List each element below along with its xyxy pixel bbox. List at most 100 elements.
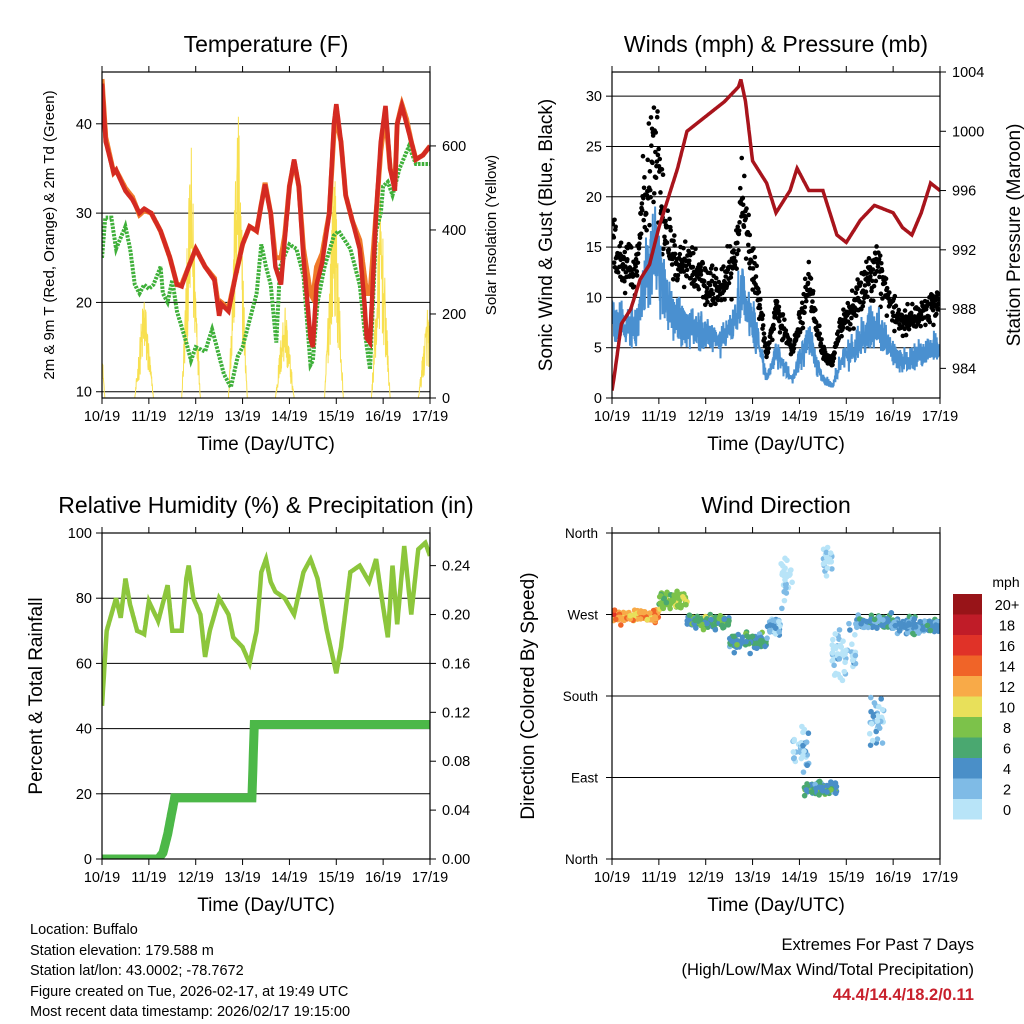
gust-point [746,212,751,218]
x-tick-label: 16/19 [365,409,401,425]
direction-point [683,601,689,608]
gust-point [776,304,782,310]
gust-point [642,175,647,180]
gust-point [936,292,940,297]
direction-panel: Wind Direction 10/19 11/19 12/19 13/19 14/19 1… [518,492,1020,916]
gust-point [936,302,940,307]
gust-point [780,312,786,317]
gust-point [767,340,772,346]
solar-insolation-line [102,116,430,398]
gust-point [851,326,856,331]
gust-point [797,315,802,321]
direction-point [874,736,881,742]
direction-point [832,631,839,637]
x-tick-label: 10/19 [84,870,120,886]
gust-point [635,251,641,257]
direction-point [841,668,848,675]
gust-point [651,191,657,196]
y2-tick-label: 992 [952,243,976,259]
gust-point [931,322,936,328]
direction-point [823,549,830,556]
legend-label: 2 [1003,783,1011,799]
gust-point [918,323,923,329]
x-tick-label: 17/19 [412,870,448,886]
y2-axis-label: Solar Insolation (Yellow) [483,155,500,315]
gust-point [766,346,772,351]
y-tick-label: East [571,771,598,786]
x-tick-label: 13/19 [224,870,260,886]
gust-point [675,276,680,282]
gust-point [641,217,647,223]
x-tick-label: 15/19 [828,409,864,425]
direction-point [612,611,617,618]
x-tick-label: 15/19 [318,409,354,425]
gust-point [753,274,759,279]
gust-point [817,331,823,336]
gust-point [657,156,663,162]
gust-point [700,261,706,266]
x-axis-label: Time (Day/UTC) [197,434,335,455]
gust-point [690,250,696,256]
gust-point [653,130,659,135]
gust-point [735,240,740,246]
legend-label: 6 [1003,742,1011,758]
direction-point [870,713,877,720]
gust-point [634,269,640,274]
y-axis-label: 2m & 9m T (Red, Orange) & 2m Td (Green) [41,90,58,379]
gust-point [741,224,747,230]
gust-point [760,323,766,328]
gust-point [802,304,808,310]
gust-point [663,218,668,224]
gust-point [686,258,692,264]
gust-point [722,297,727,302]
gust-point [633,264,638,269]
direction-point [712,626,719,633]
station-info: Location: Buffalo Station elevation: 179… [30,920,350,1023]
gust-point [896,307,902,313]
x-tick-label: 11/19 [641,409,676,425]
gust-point [664,240,670,245]
direction-point [719,622,725,629]
gust-point [936,297,940,302]
gust-point [810,299,815,304]
gust-point [902,308,908,313]
winds-panel: Winds (mph) & Pressure (mb) 10/19 11/19 12/… [536,31,1024,455]
sonic-wind-line [612,206,940,389]
gust-point [633,256,639,262]
direction-point [888,610,895,616]
direction-point [808,789,815,795]
plot-border [611,532,941,860]
gust-point [877,253,883,258]
y-tick-label: 60 [76,656,92,672]
x-tick-label: 17/19 [412,409,448,425]
gust-point [787,337,793,343]
direction-point [830,646,837,652]
gust-point [878,291,884,297]
direction-point [764,635,770,641]
gust-point [847,327,852,332]
gust-point [709,287,714,293]
y-tick-label: West [567,608,598,623]
gust-point [612,235,617,240]
gust-point [892,328,897,334]
x-tick-label: 11/19 [641,870,676,886]
gust-point [649,143,654,149]
gust-point [648,194,653,200]
gust-point [731,255,737,261]
gust-point [668,228,673,233]
y2-tick-label: 1004 [952,65,984,81]
gust-point [934,311,939,317]
gust-point [772,313,778,318]
humidity-panel: Relative Humidity (%) & Precipitation (i… [26,492,474,916]
gust-point [698,268,704,274]
x-tick-label: 11/19 [131,409,166,425]
gust-point [709,263,715,268]
y-tick-label: 100 [68,526,92,542]
gust-point [644,227,649,233]
direction-point [800,752,806,759]
direction-point [800,769,807,775]
gust-point [854,286,860,292]
rainfall-line [102,720,430,859]
legend-label: 14 [999,660,1015,676]
x-tick-label: 10/19 [594,409,630,425]
